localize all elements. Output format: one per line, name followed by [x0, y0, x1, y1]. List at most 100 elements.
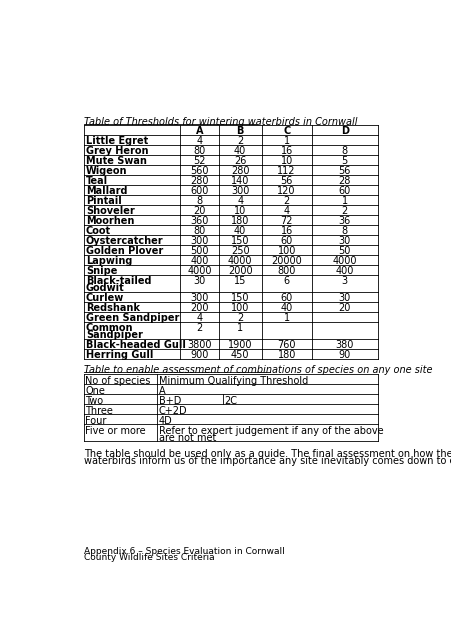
- Text: 380: 380: [335, 340, 353, 350]
- Text: 1900: 1900: [227, 340, 252, 350]
- Text: Table to enable assessment of combinations of species on any one site: Table to enable assessment of combinatio…: [83, 365, 431, 375]
- Text: 1: 1: [283, 313, 289, 323]
- Text: B+D: B+D: [158, 396, 181, 406]
- Text: 80: 80: [193, 226, 206, 236]
- Text: Godwit: Godwit: [86, 283, 124, 293]
- Text: Common: Common: [86, 323, 133, 333]
- Text: One: One: [85, 385, 105, 396]
- Text: 760: 760: [277, 340, 295, 350]
- Text: 560: 560: [190, 166, 209, 176]
- Text: Appendix 6 – Species Evaluation in Cornwall: Appendix 6 – Species Evaluation in Cornw…: [83, 547, 284, 556]
- Text: 30: 30: [338, 293, 350, 303]
- Text: 120: 120: [277, 186, 295, 196]
- Text: 52: 52: [193, 156, 206, 166]
- Text: 30: 30: [193, 276, 206, 286]
- Text: C: C: [282, 126, 290, 136]
- Text: 60: 60: [338, 186, 350, 196]
- Text: 30: 30: [338, 236, 350, 246]
- Text: 2: 2: [196, 323, 202, 333]
- Text: 6: 6: [283, 276, 289, 286]
- Text: 26: 26: [234, 156, 246, 166]
- Text: 2C: 2C: [224, 396, 237, 406]
- Text: 250: 250: [230, 246, 249, 256]
- Text: 360: 360: [190, 216, 209, 226]
- Text: Three: Three: [85, 406, 113, 415]
- Text: 20: 20: [338, 303, 350, 313]
- Text: 500: 500: [190, 246, 209, 256]
- Text: 4000: 4000: [187, 266, 212, 276]
- Text: 112: 112: [277, 166, 295, 176]
- Text: 300: 300: [190, 293, 209, 303]
- Text: 2: 2: [341, 206, 347, 216]
- Text: 400: 400: [190, 256, 209, 266]
- Text: Lapwing: Lapwing: [86, 256, 132, 266]
- Text: 20: 20: [193, 206, 206, 216]
- Text: 140: 140: [230, 176, 249, 186]
- Text: 4: 4: [196, 313, 202, 323]
- Text: Pintail: Pintail: [86, 196, 121, 206]
- Text: 20000: 20000: [271, 256, 301, 266]
- Text: 80: 80: [193, 146, 206, 156]
- Text: Oystercatcher: Oystercatcher: [86, 236, 163, 246]
- Text: Golden Plover: Golden Plover: [86, 246, 163, 256]
- Text: 28: 28: [338, 176, 350, 186]
- Text: 800: 800: [277, 266, 295, 276]
- Text: 4: 4: [196, 136, 202, 146]
- Text: 8: 8: [341, 146, 347, 156]
- Text: 4000: 4000: [332, 256, 356, 266]
- Text: Minimum Qualifying Threshold: Minimum Qualifying Threshold: [158, 376, 308, 385]
- Text: 16: 16: [280, 146, 292, 156]
- Text: 150: 150: [230, 293, 249, 303]
- Text: 8: 8: [341, 226, 347, 236]
- Text: Teal: Teal: [86, 176, 108, 186]
- Text: 50: 50: [338, 246, 350, 256]
- Text: 10: 10: [280, 156, 292, 166]
- Text: Mallard: Mallard: [86, 186, 127, 196]
- Text: 180: 180: [277, 350, 295, 360]
- Text: 1: 1: [237, 323, 243, 333]
- Text: Moorhen: Moorhen: [86, 216, 134, 226]
- Text: Curlew: Curlew: [86, 293, 124, 303]
- Text: Two: Two: [85, 396, 103, 406]
- Text: Coot: Coot: [86, 226, 111, 236]
- Text: Little Egret: Little Egret: [86, 136, 148, 146]
- Text: 4D: 4D: [158, 415, 172, 426]
- Text: 15: 15: [234, 276, 246, 286]
- Text: 16: 16: [280, 226, 292, 236]
- Text: No of species: No of species: [85, 376, 150, 385]
- Text: County Wildlife Sites Criteria: County Wildlife Sites Criteria: [83, 554, 214, 563]
- Text: 4: 4: [237, 196, 243, 206]
- Text: 180: 180: [230, 216, 249, 226]
- Text: 8: 8: [196, 196, 202, 206]
- Text: 900: 900: [190, 350, 209, 360]
- Text: 200: 200: [190, 303, 209, 313]
- Text: 40: 40: [280, 303, 292, 313]
- Text: 4: 4: [283, 206, 289, 216]
- Text: 150: 150: [230, 236, 249, 246]
- Text: Shoveler: Shoveler: [86, 206, 134, 216]
- Text: are not met: are not met: [158, 433, 216, 442]
- Text: A: A: [158, 385, 165, 396]
- Text: 4000: 4000: [227, 256, 252, 266]
- Text: 300: 300: [190, 236, 209, 246]
- Text: Redshank: Redshank: [86, 303, 140, 313]
- Text: D: D: [340, 126, 348, 136]
- Text: Snipe: Snipe: [86, 266, 117, 276]
- Text: 90: 90: [338, 350, 350, 360]
- Text: waterbirds inform us of the importance any site inevitably comes down to expert : waterbirds inform us of the importance a…: [83, 456, 451, 467]
- Text: Wigeon: Wigeon: [86, 166, 127, 176]
- Text: 2000: 2000: [227, 266, 252, 276]
- Text: 450: 450: [230, 350, 249, 360]
- Text: Herring Gull: Herring Gull: [86, 350, 153, 360]
- Text: A: A: [196, 126, 203, 136]
- Text: The table should be used only as a guide. The final assessment on how the winter: The table should be used only as a guide…: [83, 449, 451, 459]
- Text: 100: 100: [277, 246, 295, 256]
- Text: 1: 1: [341, 196, 347, 206]
- Text: 60: 60: [280, 293, 292, 303]
- Text: 72: 72: [280, 216, 292, 226]
- Text: 56: 56: [280, 176, 292, 186]
- Text: 56: 56: [338, 166, 350, 176]
- Text: 2: 2: [236, 313, 243, 323]
- Text: 40: 40: [234, 146, 246, 156]
- Text: Green Sandpiper: Green Sandpiper: [86, 313, 179, 323]
